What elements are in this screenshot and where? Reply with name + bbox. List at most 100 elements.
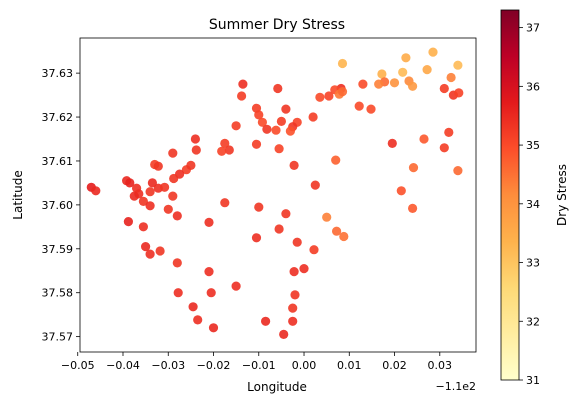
scatter-point — [281, 104, 291, 114]
scatter-point — [274, 224, 284, 234]
colorbar-tick-label: 37 — [526, 22, 540, 35]
scatter-point — [439, 83, 449, 94]
scatter-point — [308, 112, 318, 122]
scatter-point — [292, 237, 302, 247]
scatter-point — [168, 191, 178, 201]
scatter-point — [408, 81, 418, 91]
colorbar-tick-label: 31 — [526, 374, 540, 387]
chart-title: Summer Dry Stress — [209, 17, 345, 33]
scatter-point — [387, 138, 397, 148]
scatter-point — [173, 288, 183, 298]
scatter-point — [208, 323, 219, 333]
x-tick-label: −0.04 — [106, 359, 140, 372]
scatter-point — [186, 160, 196, 170]
x-tick-label: 0.03 — [428, 359, 453, 372]
scatter-point — [163, 204, 173, 214]
scatter-point — [190, 134, 200, 144]
y-tick-label: 37.58 — [42, 287, 74, 300]
scatter-point — [251, 233, 262, 243]
y-tick-label: 37.57 — [42, 331, 74, 344]
scatter-point — [125, 178, 135, 188]
scatter-point — [444, 127, 454, 137]
scatter-point — [91, 186, 101, 196]
scatter-point — [271, 125, 281, 135]
colorbar-tick-label: 35 — [526, 139, 540, 152]
scatter-point — [254, 110, 264, 120]
x-tick-label: −0.05 — [61, 359, 95, 372]
scatter-point — [396, 186, 406, 196]
scatter-point — [257, 117, 267, 127]
scatter-point — [129, 191, 139, 201]
scatter-point — [446, 72, 456, 83]
colorbar-ticks: 31 32 33 34 35 36 37 — [519, 22, 540, 387]
scatter-point — [172, 258, 182, 268]
x-axis-label: Longitude — [247, 380, 307, 394]
colorbar-label: Dry Stress — [555, 164, 569, 226]
scatter-point — [168, 148, 178, 158]
scatter-point — [281, 209, 291, 219]
scatter-point — [145, 249, 155, 259]
scatter-point — [408, 203, 418, 213]
x-axis-ticks: −0.05 −0.04 −0.03 −0.02 −0.01 0.00 0.01 0.02 0.0… — [61, 352, 452, 372]
scatter-point — [191, 145, 201, 155]
scatter-point — [419, 134, 429, 144]
scatter-point — [309, 245, 319, 255]
y-tick-label: 37.63 — [42, 67, 74, 80]
scatter-point — [274, 144, 284, 154]
scatter-point — [401, 53, 411, 63]
scatter-point — [389, 78, 400, 88]
colorbar-tick-label: 32 — [526, 315, 540, 328]
x-tick-label: 0.00 — [292, 359, 317, 372]
x-tick-label: 0.02 — [382, 359, 407, 372]
scatter-point — [251, 139, 262, 149]
scatter-point — [439, 143, 449, 153]
scatter-point — [315, 92, 325, 102]
scatter-point — [285, 126, 295, 136]
y-tick-label: 37.59 — [42, 243, 74, 256]
scatter-point — [454, 88, 464, 98]
y-tick-label: 37.60 — [42, 199, 74, 212]
scatter-point — [332, 226, 342, 236]
scatter-point — [145, 201, 155, 211]
scatter-point — [289, 267, 299, 277]
scatter-point — [299, 264, 309, 274]
scatter-point — [337, 87, 348, 97]
scatter-point — [453, 166, 463, 176]
scatter-point — [138, 196, 148, 206]
scatter-point — [262, 124, 272, 134]
scatter-point — [138, 222, 148, 232]
scatter-point — [339, 231, 349, 242]
scatter-point — [193, 315, 203, 325]
colorbar — [500, 9, 520, 381]
scatter-point — [331, 155, 341, 165]
scatter-point — [231, 281, 241, 291]
scatter-point — [374, 79, 384, 89]
scatter-point — [147, 178, 157, 188]
scatter-point — [169, 173, 179, 184]
scatter-point — [238, 79, 248, 89]
y-tick-label: 37.62 — [42, 111, 74, 124]
scatter-point — [273, 83, 283, 94]
scatter-point — [279, 329, 289, 339]
y-axis-label: Latitude — [11, 170, 25, 219]
points-layer — [86, 47, 464, 339]
scatter-point — [358, 79, 368, 89]
scatter-point — [206, 288, 216, 298]
scatter-point — [224, 145, 234, 155]
scatter-point — [217, 146, 227, 156]
scatter-point — [288, 316, 298, 326]
colorbar-tick-label: 33 — [526, 257, 540, 270]
colorbar-tick-label: 36 — [526, 80, 540, 93]
scatter-point — [145, 187, 155, 197]
x-tick-label: −0.01 — [242, 359, 276, 372]
scatter-point — [153, 161, 163, 171]
x-tick-label: 0.01 — [337, 359, 362, 372]
colorbar-tick-label: 34 — [526, 198, 540, 211]
scatter-point — [289, 160, 299, 170]
scatter-point — [204, 217, 214, 227]
y-tick-label: 37.61 — [42, 155, 74, 168]
scatter-point — [254, 202, 264, 212]
scatter-point — [422, 65, 432, 75]
scatter-point — [324, 91, 334, 101]
